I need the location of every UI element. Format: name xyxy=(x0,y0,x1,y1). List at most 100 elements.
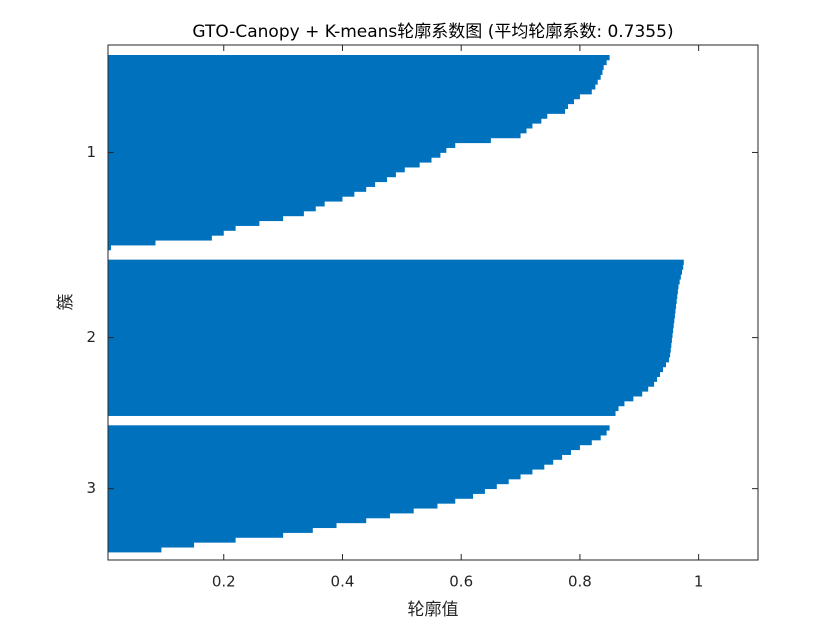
silhouette-bar xyxy=(108,235,212,241)
silhouette-bar xyxy=(108,327,674,334)
silhouette-bar xyxy=(108,357,669,363)
y-tick-label: 2 xyxy=(86,328,96,346)
silhouette-bar xyxy=(108,225,236,231)
silhouette-bar xyxy=(108,186,367,192)
silhouette-bar xyxy=(108,391,643,397)
chart-title: GTO-Canopy + K-means轮廓系数图 (平均轮廓系数: 0.735… xyxy=(192,22,673,42)
silhouette-bar xyxy=(108,293,678,300)
silhouette-bar xyxy=(108,215,284,222)
silhouette-bar xyxy=(108,288,678,295)
silhouette-bar xyxy=(108,459,554,465)
silhouette-bar xyxy=(108,503,438,509)
silhouette-bar xyxy=(108,537,236,543)
silhouette-bar xyxy=(108,132,521,139)
silhouette-bar xyxy=(108,103,569,109)
x-tick-label: 0.8 xyxy=(568,573,592,591)
silhouette-bar xyxy=(108,542,195,548)
silhouette-bar xyxy=(108,84,596,90)
silhouette-bar xyxy=(108,157,432,163)
silhouette-bar xyxy=(108,547,162,553)
silhouette-bar xyxy=(108,191,355,197)
x-axis-label: 轮廓值 xyxy=(408,600,459,620)
silhouette-bar xyxy=(108,196,343,202)
silhouette-bar xyxy=(108,206,316,212)
silhouette-bar xyxy=(108,298,677,304)
silhouette-bar xyxy=(108,405,619,412)
silhouette-bar xyxy=(108,210,304,217)
silhouette-bar xyxy=(108,522,337,529)
silhouette-bar xyxy=(108,454,563,460)
silhouette-bar xyxy=(108,147,447,153)
silhouette-bar xyxy=(108,439,592,446)
silhouette-bar xyxy=(108,513,390,519)
silhouette-bar xyxy=(108,269,683,275)
silhouette-bar xyxy=(108,59,607,66)
silhouette-bar xyxy=(108,318,675,324)
silhouette-bar xyxy=(108,118,542,124)
silhouette-bar xyxy=(108,464,545,470)
x-tick-label: 0.4 xyxy=(331,573,355,591)
silhouette-bar xyxy=(108,430,607,436)
silhouette-bar xyxy=(108,89,592,95)
silhouette-bar xyxy=(108,381,655,387)
silhouette-bar xyxy=(108,474,521,480)
silhouette-bar xyxy=(108,79,598,85)
y-tick-label: 3 xyxy=(86,479,96,497)
silhouette-bar xyxy=(108,361,666,368)
silhouette-bar xyxy=(108,230,224,236)
silhouette-bar xyxy=(108,108,566,114)
silhouette-bar xyxy=(108,410,616,416)
silhouette-bar xyxy=(108,469,533,475)
silhouette-bar xyxy=(108,483,497,490)
silhouette-bar xyxy=(108,449,572,455)
silhouette-bar xyxy=(108,259,684,265)
silhouette-bar xyxy=(108,313,675,319)
silhouette-bar xyxy=(108,128,527,134)
silhouette-bar xyxy=(108,303,677,309)
silhouette-bar xyxy=(108,240,156,246)
silhouette-bar xyxy=(108,274,681,280)
x-tick-label: 0.6 xyxy=(449,573,473,591)
silhouette-bar xyxy=(108,245,111,251)
x-tick-label: 1 xyxy=(694,573,704,591)
silhouette-bar xyxy=(108,532,284,538)
silhouette-bar xyxy=(108,371,661,377)
silhouette-bar xyxy=(108,220,260,226)
silhouette-bar xyxy=(108,376,658,382)
y-tick-label: 1 xyxy=(86,143,96,161)
silhouette-bar xyxy=(108,386,649,392)
silhouette-bar xyxy=(108,400,625,407)
silhouette-bar xyxy=(108,527,313,533)
silhouette-bar xyxy=(108,162,420,168)
silhouette-bar xyxy=(108,113,548,119)
silhouette-bar xyxy=(108,98,574,105)
silhouette-bar xyxy=(108,508,414,514)
silhouette-bar xyxy=(108,284,679,290)
silhouette-bar xyxy=(108,347,671,353)
silhouette-bar xyxy=(108,444,580,451)
silhouette-bar xyxy=(108,176,387,183)
x-tick-label: 0.2 xyxy=(212,573,236,591)
silhouette-bar xyxy=(108,352,671,358)
silhouette-bar xyxy=(108,152,441,158)
silhouette-bar xyxy=(108,366,664,373)
silhouette-bar xyxy=(108,308,676,314)
silhouette-bar xyxy=(108,69,603,75)
silhouette-bar xyxy=(108,322,674,329)
silhouette-bar xyxy=(108,171,396,178)
silhouette-bar xyxy=(108,425,610,431)
silhouette-bar xyxy=(108,137,491,144)
silhouette-bar xyxy=(108,279,680,285)
silhouette-bar xyxy=(108,264,684,270)
silhouette-bar xyxy=(108,64,604,71)
silhouette-bar xyxy=(108,342,672,348)
silhouette-bar xyxy=(108,493,474,499)
silhouette-bar xyxy=(108,396,634,402)
silhouette-bar xyxy=(108,435,601,441)
plot-frame xyxy=(107,44,759,561)
silhouette-bar xyxy=(108,181,376,187)
silhouette-bar xyxy=(108,517,367,524)
silhouette-bar xyxy=(108,488,485,494)
silhouette-bar xyxy=(108,478,509,485)
